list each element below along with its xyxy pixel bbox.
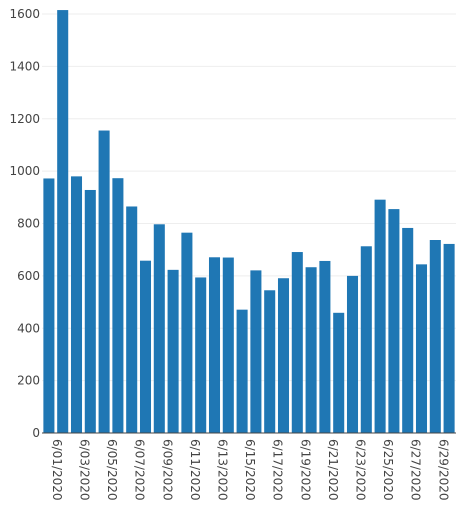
x-tick-label: 6/21/2020 <box>326 439 340 501</box>
bar <box>98 130 110 433</box>
bar <box>139 260 152 433</box>
bar <box>181 232 193 433</box>
bar <box>195 277 207 433</box>
y-tick-label: 200 <box>17 374 40 388</box>
x-tick-label: 6/19/2020 <box>298 439 312 501</box>
bar <box>112 178 124 433</box>
x-tick-label: 6/11/2020 <box>188 439 202 501</box>
x-tick-label: 6/27/2020 <box>409 439 423 501</box>
bar <box>360 246 372 433</box>
bar <box>388 209 400 433</box>
y-tick-label: 0 <box>32 426 40 440</box>
x-tick-label: 6/03/2020 <box>78 439 92 501</box>
bar <box>57 10 69 433</box>
x-tick-label: 6/13/2020 <box>216 439 230 501</box>
x-tick-label: 6/15/2020 <box>243 439 257 501</box>
x-tick-label: 6/29/2020 <box>436 439 450 501</box>
bar <box>346 275 359 434</box>
bar <box>236 309 248 433</box>
x-tick-label: 6/17/2020 <box>271 439 285 501</box>
bar <box>70 176 83 434</box>
bar <box>333 312 345 433</box>
y-tick-label: 400 <box>17 321 40 335</box>
x-tick-label: 6/25/2020 <box>381 439 395 501</box>
x-tick-label: 6/07/2020 <box>133 439 147 501</box>
bar <box>305 267 317 433</box>
bar <box>222 257 234 433</box>
y-tick-label: 800 <box>17 217 40 231</box>
x-tick-label: 6/09/2020 <box>160 439 174 501</box>
bar <box>277 278 290 433</box>
bar <box>250 270 262 433</box>
bar <box>208 257 221 433</box>
y-tick-label: 1200 <box>9 112 40 126</box>
bar <box>153 224 165 433</box>
bar <box>429 240 441 433</box>
x-tick-label: 6/23/2020 <box>354 439 368 501</box>
bar <box>402 227 414 433</box>
y-tick-label: 1600 <box>9 7 40 21</box>
bars-group <box>43 10 455 434</box>
y-tick-label: 1000 <box>9 164 40 178</box>
y-axis-ticks: 0 200 400 600 800 1000 1200 1400 1600 <box>9 7 40 440</box>
x-tick-label: 6/01/2020 <box>50 439 64 501</box>
y-tick-label: 600 <box>17 269 40 283</box>
x-tick-label: 6/05/2020 <box>105 439 119 501</box>
bar <box>415 264 428 433</box>
bar <box>291 252 303 433</box>
bar <box>126 206 138 433</box>
y-tick-label: 1400 <box>9 59 40 73</box>
x-axis-ticks: 6/01/2020 6/03/2020 6/05/2020 6/07/2020 6/09… <box>50 439 450 501</box>
bar <box>443 243 455 433</box>
bar <box>264 290 276 433</box>
gridlines <box>42 13 456 382</box>
bar <box>167 269 179 433</box>
bar <box>43 178 55 433</box>
bar <box>319 260 331 433</box>
bar <box>374 199 386 433</box>
bar <box>84 189 96 433</box>
